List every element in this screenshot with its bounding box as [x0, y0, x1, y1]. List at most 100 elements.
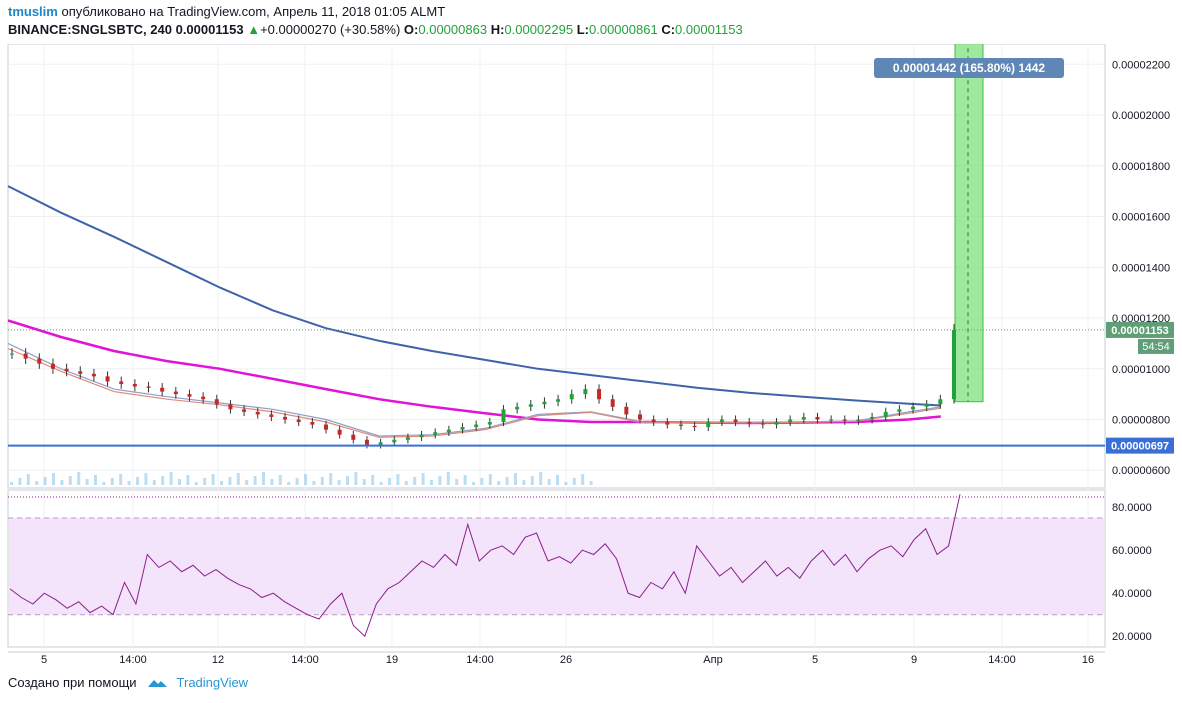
high-label: H:: [490, 22, 505, 37]
volume-bar: [35, 481, 39, 485]
time-tick-label: 14:00: [291, 654, 319, 666]
time-tick-label: 5: [812, 654, 818, 666]
candle-body: [747, 422, 752, 424]
volume-bar: [362, 479, 366, 485]
volume-bar: [488, 474, 492, 485]
measure-label: 0.00001442 (165.80%) 1442: [893, 61, 1045, 75]
candle-body: [269, 414, 274, 417]
candle-body: [924, 404, 929, 407]
moving-average-ma_long: [7, 185, 941, 407]
candle-body: [433, 432, 438, 435]
volume-bar: [337, 480, 341, 485]
volume-bar: [446, 472, 450, 485]
time-tick-label: 19: [386, 654, 398, 666]
candle-body: [405, 437, 410, 440]
volume-bar: [52, 473, 55, 485]
low-value: 0.00000861: [589, 22, 658, 37]
candle-body: [487, 422, 492, 425]
candle-body: [23, 353, 28, 359]
volume-bar: [77, 472, 81, 485]
last-price-label: 0.00001153: [1111, 325, 1169, 337]
volume-bar: [10, 482, 13, 485]
candle-body: [228, 404, 233, 410]
rsi-line: [9, 494, 961, 638]
volume-bar: [556, 475, 559, 485]
change-up-icon: ▲: [247, 22, 261, 37]
volume-bar: [438, 476, 442, 485]
support-price-tag: [1106, 437, 1174, 454]
volume-bar: [572, 478, 576, 485]
volume-bar: [404, 481, 408, 485]
volume-bar: [18, 478, 22, 485]
rsi-tick-label: 40.0000: [1112, 588, 1152, 600]
candle-body: [78, 371, 83, 374]
change-value: +0.00000270 (+30.58%): [260, 22, 401, 37]
time-tick-label: Апр: [703, 654, 722, 666]
volume-bar: [211, 474, 215, 485]
volume-bar: [152, 480, 156, 485]
candle-body: [324, 424, 328, 430]
volume-bar: [505, 477, 509, 485]
measure-label-box: [874, 58, 1064, 78]
published-text: опубликовано на TradingView.com, Апрель …: [61, 4, 446, 19]
volume-bar: [169, 472, 173, 485]
volume-bar: [270, 479, 274, 485]
candle-body: [556, 399, 561, 402]
countdown-label: 54:54: [1142, 341, 1170, 353]
tradingview-brand[interactable]: TradingView: [176, 675, 249, 690]
price-chart[interactable]: 0.00002200 0.00002000 0.00001800 0.00001600…: [0, 44, 1182, 670]
volume-bar: [329, 473, 333, 485]
candle-body: [528, 404, 533, 407]
chart-header: tmuslim опубликовано на TradingView.com,…: [0, 0, 1182, 44]
volume-bar: [413, 477, 417, 485]
candle-body: [569, 394, 574, 400]
volume-bar: [472, 482, 475, 485]
candle-body: [50, 363, 55, 369]
candle-body: [624, 406, 629, 415]
candle-body: [733, 419, 738, 423]
candle-body: [542, 401, 547, 405]
countdown-tag: [1138, 338, 1174, 354]
time-tick-label: 26: [560, 654, 572, 666]
candle-body: [678, 424, 683, 426]
author-username[interactable]: tmuslim: [8, 4, 58, 19]
candle-body: [364, 439, 369, 445]
moving-average-ma_mid: [7, 319, 941, 425]
measure-range-box[interactable]: [954, 44, 984, 403]
candle-body: [283, 416, 288, 420]
ohlc-legend: BINANCE:SNGLSBTC, 240 0.00001153 ▲+0.000…: [8, 22, 743, 37]
volume-bar: [530, 476, 534, 485]
time-tick-label: 14:00: [119, 654, 147, 666]
candle-body: [706, 422, 711, 428]
price-tick-label: 0.00001000: [1112, 364, 1170, 376]
volume-bar: [253, 476, 257, 485]
volume-bar: [304, 474, 307, 485]
candle-body: [392, 439, 397, 443]
candle-body: [64, 368, 69, 372]
tradingview-cloud-icon[interactable]: [145, 676, 169, 690]
volume-bar: [295, 478, 299, 485]
volume-bar: [194, 482, 198, 485]
volume-bar: [60, 480, 64, 485]
candle-body: [119, 381, 124, 384]
candle-body: [474, 424, 479, 428]
volume-bar: [522, 480, 526, 485]
volume-bar: [514, 473, 517, 485]
candle-body: [460, 427, 465, 430]
volume-bar: [430, 480, 433, 485]
volume-bar: [388, 478, 391, 485]
candle-body: [37, 358, 42, 364]
candle-body: [242, 409, 247, 412]
volume-bar: [144, 473, 148, 485]
candle-body: [692, 425, 697, 428]
price-tick-label: 0.00001800: [1112, 161, 1170, 173]
created-with-text: Создано при помощи: [8, 675, 137, 690]
open-label: O:: [403, 22, 419, 37]
volume-bar: [312, 481, 316, 485]
candle-body: [105, 376, 110, 382]
candle-body: [187, 394, 192, 397]
volume-bar: [127, 481, 131, 485]
close-value: 0.00001153: [675, 22, 743, 37]
volume-bar: [68, 476, 72, 485]
volume-bar: [26, 474, 30, 485]
